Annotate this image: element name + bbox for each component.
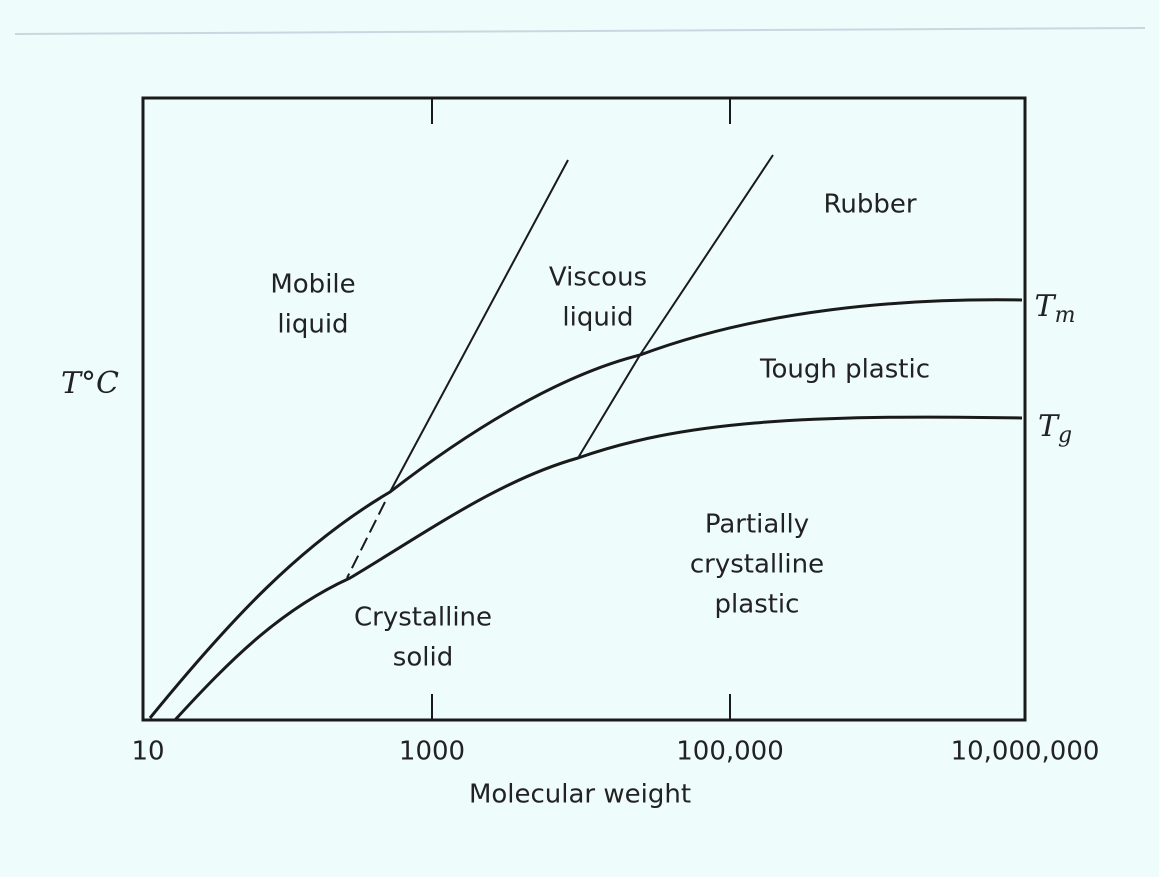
x-tick-label: 10: [131, 737, 164, 767]
region-label: liquid: [277, 310, 348, 340]
top-rule: [14, 27, 1146, 35]
curve-subscript: g: [1058, 423, 1072, 448]
plot-frame: [141, 96, 1027, 722]
region-label: plastic: [715, 590, 800, 620]
region-label: Viscous: [549, 263, 647, 293]
tg-curve: [173, 415, 1023, 722]
tm-curve: [148, 298, 1023, 719]
region-label: crystalline: [690, 550, 824, 580]
y-axis-label: T°C: [61, 366, 119, 401]
x-axis-label: Molecular weight: [469, 780, 691, 810]
boundary-line: [577, 154, 774, 459]
x-tick-label: 1000: [399, 737, 465, 767]
labels: 10 1000 100,000 10,000,000 Molecular weight T…: [61, 190, 1099, 810]
curve-label: Tg: [1038, 409, 1072, 448]
curve-label: Tm: [1035, 289, 1076, 328]
region-label: liquid: [562, 303, 633, 333]
region-label: Rubber: [823, 190, 916, 220]
curve-symbol: T: [1035, 289, 1057, 324]
curve-subscript: m: [1055, 303, 1076, 328]
region-label: Mobile: [270, 270, 355, 300]
boundary-line: [389, 159, 569, 493]
region-label: Tough plastic: [759, 355, 930, 385]
region-label: Crystalline: [354, 603, 492, 633]
x-tick-label: 10,000,000: [951, 737, 1100, 767]
region-label: Partially: [705, 510, 809, 540]
region-label: solid: [393, 643, 453, 673]
x-tick-label: 100,000: [676, 737, 784, 767]
boundary-dashed: [346, 501, 386, 579]
curve-symbol: T: [1038, 409, 1060, 444]
